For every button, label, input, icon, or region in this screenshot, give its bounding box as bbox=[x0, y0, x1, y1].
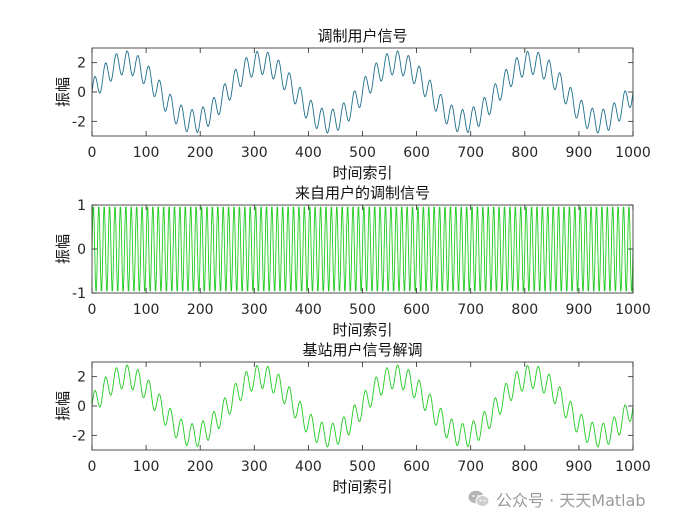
x-tick-label: 1000 bbox=[615, 302, 651, 318]
x-tick-label: 800 bbox=[511, 459, 538, 475]
x-tick-label: 800 bbox=[511, 302, 538, 318]
x-tick-label: 300 bbox=[241, 302, 268, 318]
x-tick-label: 200 bbox=[187, 302, 214, 318]
x-tick-label: 200 bbox=[187, 459, 214, 475]
x-tick-label: 100 bbox=[133, 302, 160, 318]
y-tick-label: -1 bbox=[72, 286, 86, 302]
x-tick-label: 700 bbox=[457, 302, 484, 318]
x-axis-label: 时间索引 bbox=[332, 164, 392, 182]
x-tick-label: 300 bbox=[241, 459, 268, 475]
x-tick-label: 900 bbox=[566, 459, 593, 475]
x-tick-label: 500 bbox=[349, 459, 376, 475]
x-tick-label: 300 bbox=[241, 145, 268, 161]
x-tick-label: 0 bbox=[88, 302, 97, 318]
x-tick-label: 700 bbox=[457, 145, 484, 161]
chart-title: 来自用户的调制信号 bbox=[295, 184, 430, 202]
y-tick-label: 1 bbox=[77, 198, 86, 214]
y-tick-label: 0 bbox=[77, 242, 86, 258]
x-tick-label: 800 bbox=[511, 145, 538, 161]
x-tick-label: 100 bbox=[133, 145, 160, 161]
x-axis-label: 时间索引 bbox=[332, 321, 392, 339]
chart-title: 基站用户信号解调 bbox=[302, 341, 422, 359]
x-tick-label: 600 bbox=[403, 145, 430, 161]
x-tick-label: 600 bbox=[403, 302, 430, 318]
subplot-3: 0 100 200 300 400 500 600 700 800 900 1000-202基站用户… bbox=[54, 341, 651, 496]
x-tick-label: 900 bbox=[566, 302, 593, 318]
x-tick-label: 900 bbox=[566, 145, 593, 161]
x-tick-label: 600 bbox=[403, 459, 430, 475]
x-axis-label: 时间索引 bbox=[332, 478, 392, 496]
watermark-text: 公众号 · 天天Matlab bbox=[496, 491, 646, 510]
subplot-2: 0 100 200 300 400 500 600 700 800 900 1000-101来自用户… bbox=[54, 184, 651, 339]
x-tick-label: 1000 bbox=[615, 145, 651, 161]
y-tick-label: -2 bbox=[72, 428, 86, 444]
x-tick-label: 0 bbox=[88, 145, 97, 161]
chart-title: 调制用户信号 bbox=[317, 27, 407, 45]
y-tick-label: 2 bbox=[77, 370, 86, 386]
subplot-1: 0 100 200 300 400 500 600 700 800 900 1000-202调制用户… bbox=[54, 27, 651, 182]
x-tick-label: 200 bbox=[187, 145, 214, 161]
watermark: 公众号 · 天天Matlab bbox=[468, 486, 646, 512]
x-tick-label: 400 bbox=[295, 302, 322, 318]
y-axis-label: 振幅 bbox=[54, 77, 72, 107]
x-tick-label: 1000 bbox=[615, 459, 651, 475]
x-tick-label: 500 bbox=[349, 145, 376, 161]
x-tick-label: 700 bbox=[457, 459, 484, 475]
x-tick-label: 500 bbox=[349, 302, 376, 318]
y-tick-label: -2 bbox=[72, 114, 86, 130]
y-tick-label: 0 bbox=[77, 399, 86, 415]
y-axis-label: 振幅 bbox=[54, 391, 72, 421]
x-tick-label: 100 bbox=[133, 459, 160, 475]
x-tick-label: 400 bbox=[295, 145, 322, 161]
series-line-1 bbox=[92, 50, 633, 134]
x-tick-label: 0 bbox=[88, 459, 97, 475]
wechat-icon bbox=[468, 489, 490, 509]
series-line-3 bbox=[92, 364, 633, 448]
series-line-2 bbox=[92, 206, 633, 292]
y-axis-label: 振幅 bbox=[54, 234, 72, 264]
x-tick-label: 400 bbox=[295, 459, 322, 475]
y-tick-label: 0 bbox=[77, 85, 86, 101]
y-tick-label: 2 bbox=[77, 56, 86, 72]
